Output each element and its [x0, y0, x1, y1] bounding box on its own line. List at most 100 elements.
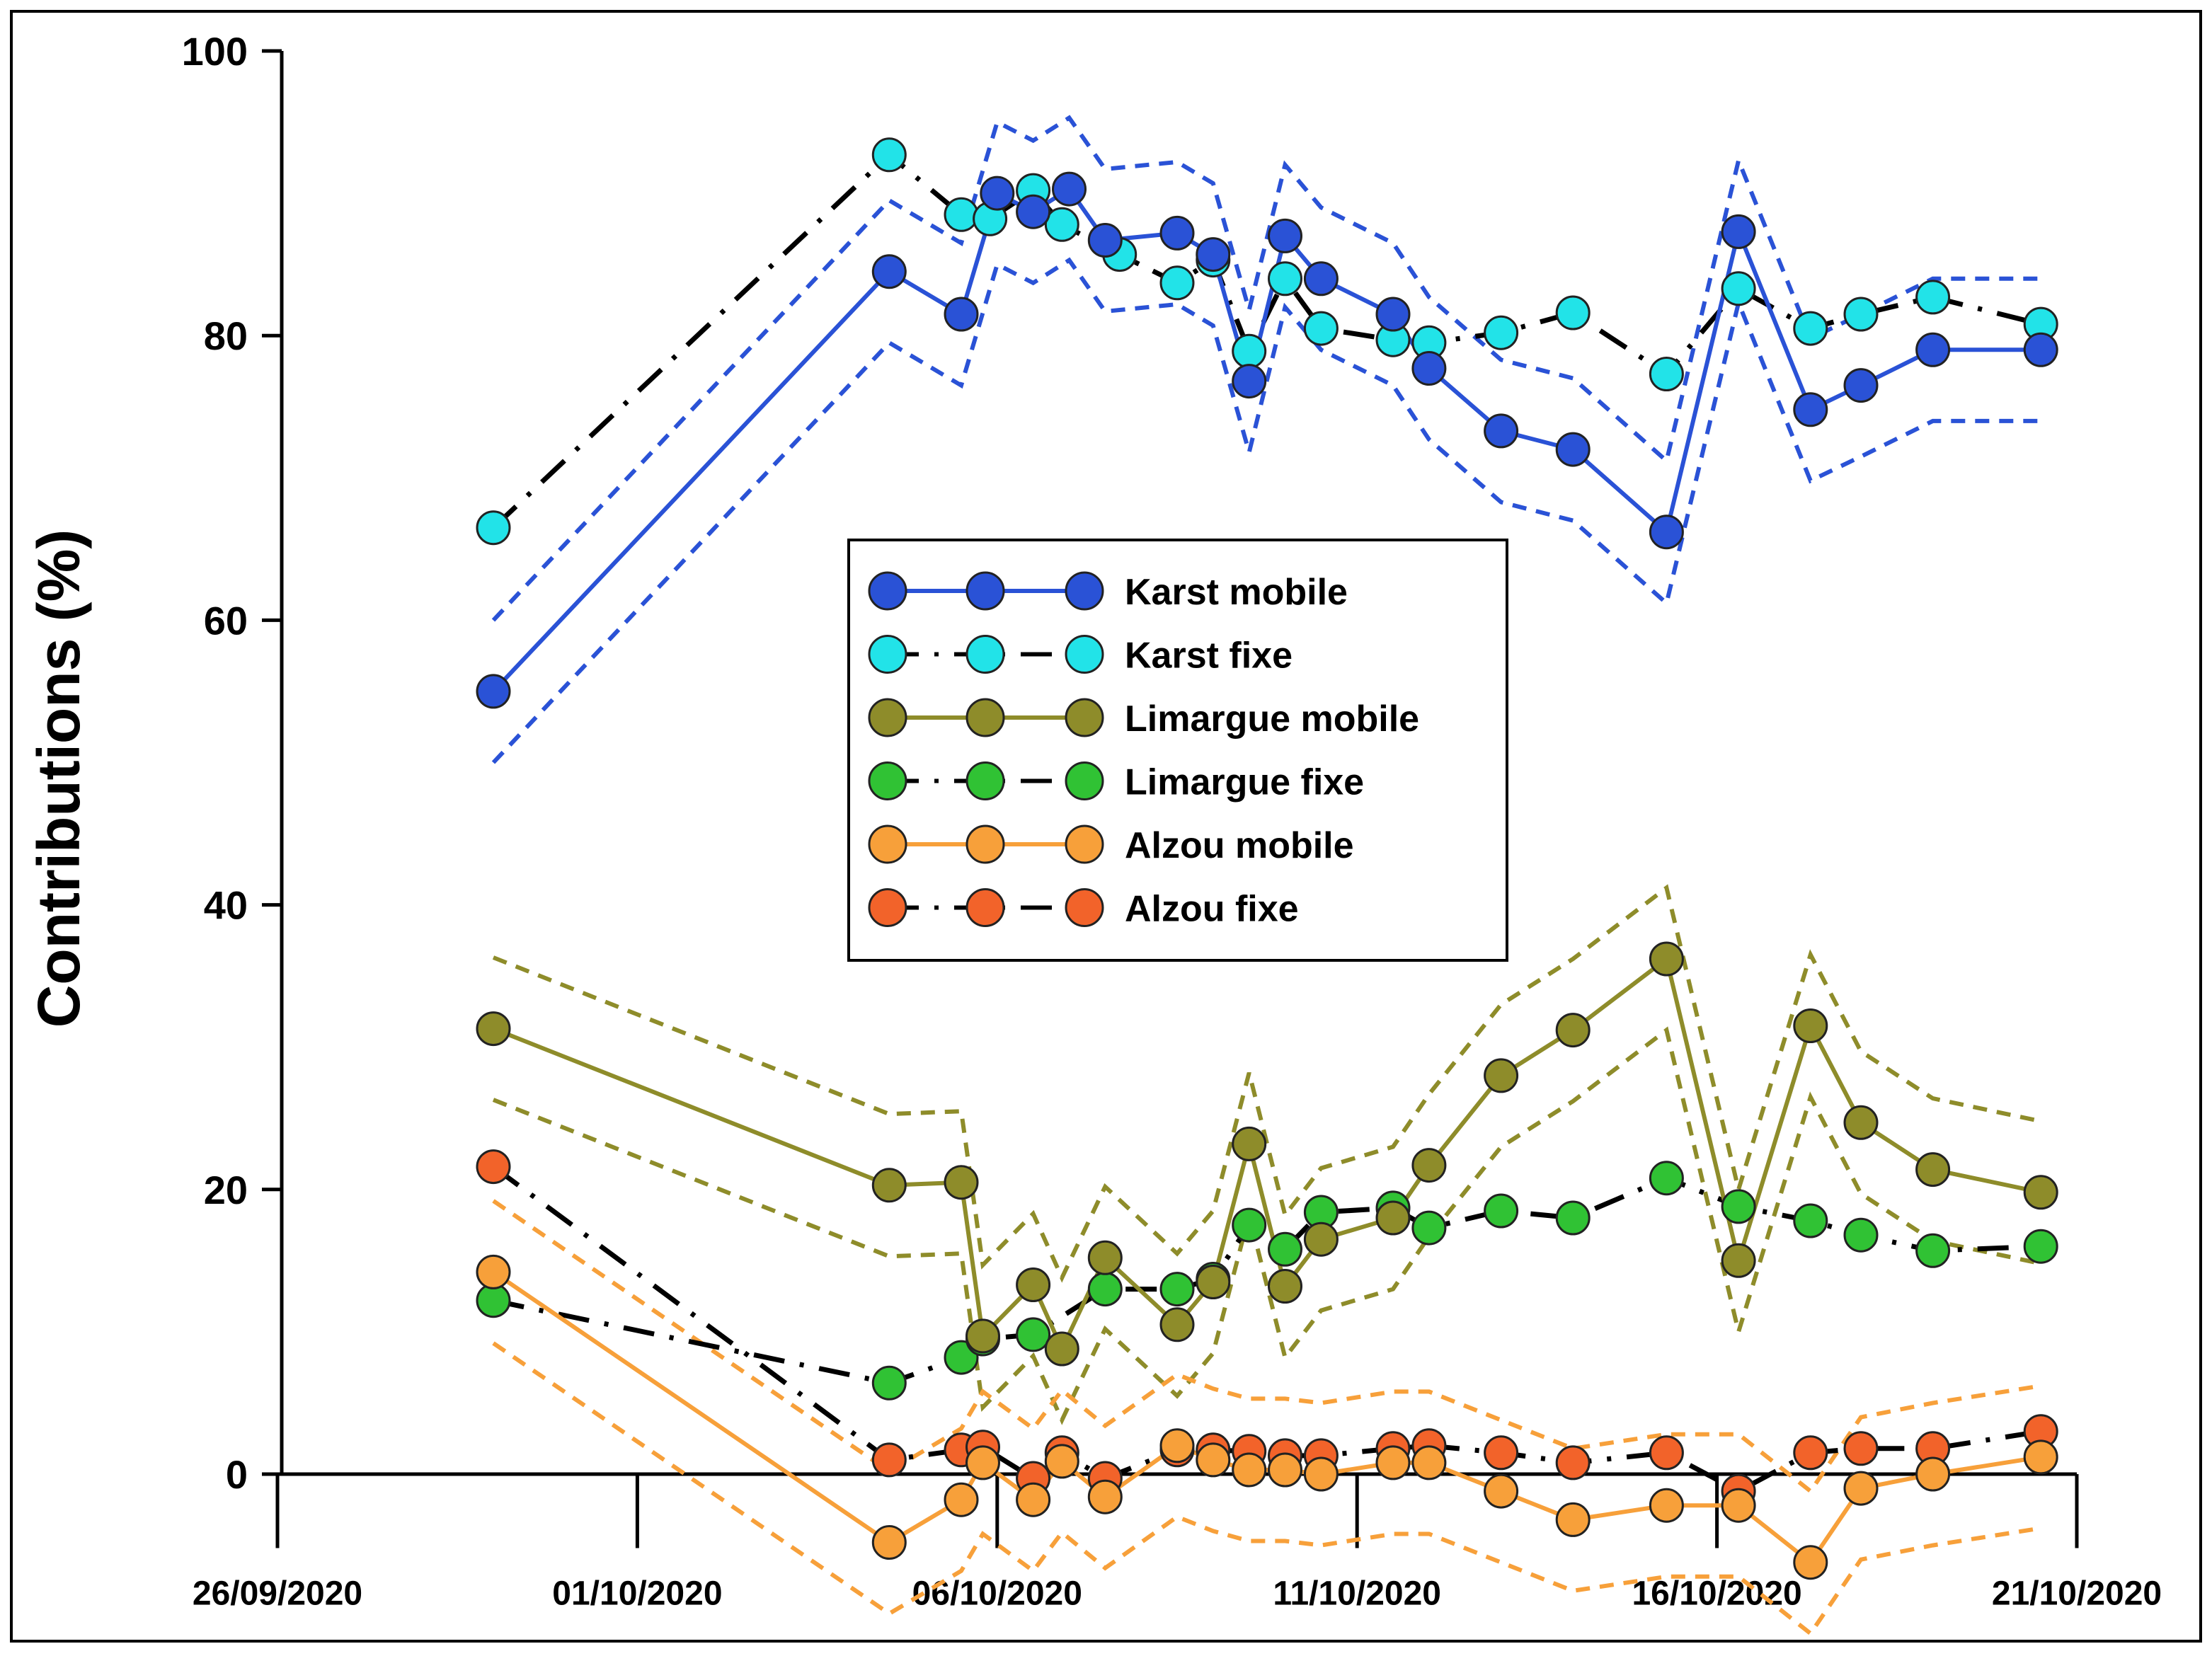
- alzou-mobile-line: [492, 1270, 2041, 1565]
- karst-mobile-point: [1016, 194, 1051, 229]
- karst-mobile-point: [1484, 413, 1519, 449]
- limargue-mobile-point: [1303, 1221, 1339, 1257]
- karst-mobile-point: [1375, 297, 1411, 332]
- alzou-mobile-point: [1915, 1456, 1951, 1492]
- alzou-mobile-point: [1016, 1482, 1051, 1517]
- limargue-fixe-point: [1232, 1207, 1267, 1243]
- karst-mobile-point: [1843, 368, 1879, 403]
- limargue-mobile-point: [1484, 1058, 1519, 1093]
- series-markers: [476, 137, 2058, 1580]
- y-tick-label: 20: [204, 1168, 248, 1212]
- alzou-fixe-point: [476, 1149, 511, 1185]
- alzou-fixe-point: [1793, 1435, 1828, 1471]
- limargue-fixe-legend-marker: [1065, 761, 1104, 800]
- y-axis-title: Contributions (%): [25, 529, 92, 1028]
- x-tick-label: 06/10/2020: [912, 1575, 1082, 1613]
- karst-mobile-point: [1159, 215, 1195, 251]
- karst-mobile-legend-marker: [965, 571, 1005, 611]
- karst-fixe-point: [476, 510, 511, 546]
- limargue-mobile-point: [1087, 1240, 1123, 1275]
- karst-mobile-point: [871, 254, 907, 289]
- karst-fixe-point: [1649, 357, 1684, 391]
- limargue-fixe-point: [1915, 1233, 1951, 1268]
- limargue-fixe-point: [1016, 1317, 1051, 1352]
- x-tick-label: 26/09/2020: [193, 1575, 362, 1613]
- uncertainty-bands: [491, 115, 2041, 1637]
- limargue-mobile-band-upper: [492, 884, 2041, 1283]
- limargue-mobile-point: [1159, 1307, 1195, 1342]
- alzou-mobile-point: [871, 1525, 907, 1560]
- karst-mobile-point: [1555, 432, 1591, 467]
- legend-box: [847, 539, 1508, 962]
- limargue-mobile-point: [871, 1168, 907, 1203]
- karst-fixe-point: [1843, 297, 1879, 332]
- karst-mobile-legend-label: Karst mobile: [1125, 572, 1348, 613]
- karst-fixe-point: [944, 197, 979, 232]
- karst-mobile-point: [1411, 351, 1447, 386]
- alzou-mobile-point: [1843, 1471, 1879, 1506]
- limargue-mobile-point: [1915, 1152, 1951, 1188]
- limargue-fixe-point: [1159, 1272, 1195, 1307]
- karst-mobile-line: [491, 187, 2041, 693]
- karst-fixe-point: [1303, 311, 1339, 346]
- x-tick-label: 21/10/2020: [1992, 1575, 2162, 1613]
- alzou-fixe-point: [1843, 1431, 1879, 1466]
- karst-fixe-point: [1555, 295, 1591, 330]
- y-tick-label: 0: [226, 1452, 248, 1497]
- karst-fixe-point: [871, 137, 907, 173]
- alzou-mobile-point: [1375, 1445, 1411, 1480]
- x-tick-label: 01/10/2020: [552, 1575, 722, 1613]
- karst-mobile-point: [1268, 218, 1302, 253]
- limargue-fixe-point: [1087, 1272, 1123, 1307]
- alzou-mobile-band-upper: [492, 1199, 2041, 1495]
- y-tick-label: 60: [204, 598, 248, 643]
- alzou-fixe-line: [491, 1164, 2041, 1494]
- karst-mobile-point: [1087, 223, 1123, 258]
- karst-fixe-line: [491, 152, 2042, 530]
- alzou-mobile-point: [1268, 1452, 1302, 1488]
- karst-fixe-point: [1159, 265, 1195, 301]
- limargue-fixe-legend-marker: [868, 761, 907, 800]
- alzou-mobile-point: [1484, 1473, 1519, 1509]
- karst-mobile-band-lower: [491, 257, 2041, 764]
- karst-fixe-point: [1721, 271, 1756, 306]
- limargue-mobile-point: [2023, 1175, 2058, 1210]
- alzou-mobile-point: [1232, 1452, 1267, 1488]
- karst-mobile-point: [1196, 237, 1231, 272]
- alzou-mobile-point: [1303, 1456, 1339, 1492]
- karst-mobile-point: [1721, 214, 1756, 249]
- limargue-mobile-legend-marker: [1065, 698, 1104, 737]
- limargue-fixe-point: [1484, 1193, 1519, 1229]
- alzou-mobile-point: [1411, 1445, 1447, 1480]
- alzou-fixe-point: [1649, 1435, 1684, 1471]
- limargue-mobile-point: [965, 1318, 1000, 1354]
- karst-fixe-point: [1915, 280, 1951, 315]
- y-tick-label: 40: [204, 883, 248, 928]
- alzou-mobile-point: [965, 1445, 1000, 1480]
- series-lines: [491, 152, 2042, 1565]
- alzou-mobile-point: [1793, 1545, 1828, 1580]
- karst-mobile-legend-marker: [1065, 571, 1104, 611]
- alzou-fixe-legend-label: Alzou fixe: [1125, 889, 1299, 930]
- karst-mobile-legend-marker: [868, 571, 907, 611]
- limargue-mobile-point: [1793, 1008, 1828, 1043]
- karst-fixe-point: [1793, 311, 1828, 346]
- limargue-fixe-point: [2023, 1229, 2058, 1264]
- alzou-fixe-legend-marker: [1065, 888, 1104, 927]
- karst-fixe-point: [1268, 261, 1302, 297]
- limargue-mobile-point: [1555, 1013, 1591, 1048]
- y-tick-label: 100: [182, 29, 248, 74]
- x-tick-label: 11/10/2020: [1273, 1575, 1441, 1613]
- karst-mobile-point: [2023, 332, 2058, 367]
- karst-fixe-point: [1044, 207, 1079, 242]
- karst-mobile-point: [1649, 514, 1684, 550]
- alzou-fixe-point: [871, 1442, 907, 1478]
- limargue-mobile-point: [1016, 1267, 1051, 1302]
- alzou-mobile-point: [944, 1482, 979, 1517]
- karst-fixe-point: [1232, 333, 1267, 369]
- limargue-mobile-point: [1375, 1200, 1411, 1236]
- alzou-fixe-legend-marker: [965, 888, 1005, 927]
- limargue-mobile-point: [476, 1011, 511, 1047]
